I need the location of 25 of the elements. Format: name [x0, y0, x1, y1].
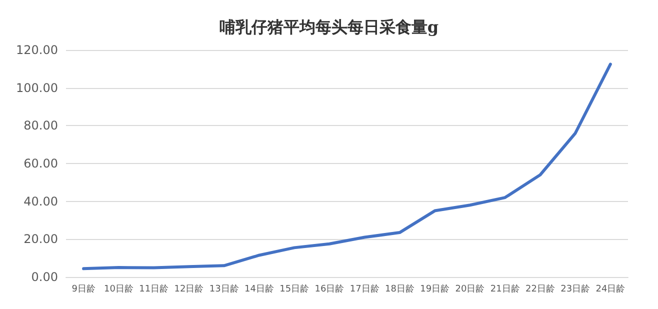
x-tick-label: 17日龄	[350, 284, 380, 294]
x-tick-label: 10日龄	[104, 284, 134, 294]
x-tick-label: 22日龄	[525, 284, 555, 294]
x-tick-label: 19日龄	[420, 284, 450, 294]
y-tick-label: 40.00	[24, 194, 58, 208]
y-tick-label: 120.00	[16, 43, 58, 57]
x-tick-label: 24日龄	[596, 284, 626, 294]
y-tick-label: 20.00	[24, 232, 58, 246]
y-tick-label: 60.00	[24, 156, 58, 170]
x-tick-label: 11日龄	[139, 284, 169, 294]
x-tick-label: 9日龄	[72, 284, 96, 294]
x-tick-label: 13日龄	[209, 284, 239, 294]
x-tick-label: 18日龄	[384, 284, 414, 294]
x-tick-label: 16日龄	[314, 284, 344, 294]
chart-title: 哺乳仔猪平均每头每日采食量g	[219, 18, 439, 36]
line-series	[82, 62, 612, 270]
x-tick-label: 15日龄	[280, 284, 310, 294]
x-tick-label: 21日龄	[490, 284, 520, 294]
y-tick-label: 80.00	[24, 118, 58, 133]
x-tick-label: 12日龄	[174, 284, 204, 294]
x-tick-label: 14日龄	[244, 284, 274, 294]
x-tick-label: 20日龄	[455, 284, 485, 294]
x-tick-label: 23日龄	[560, 284, 590, 294]
y-tick-label: 0.00	[31, 270, 58, 284]
y-tick-label: 100.00	[16, 80, 58, 95]
